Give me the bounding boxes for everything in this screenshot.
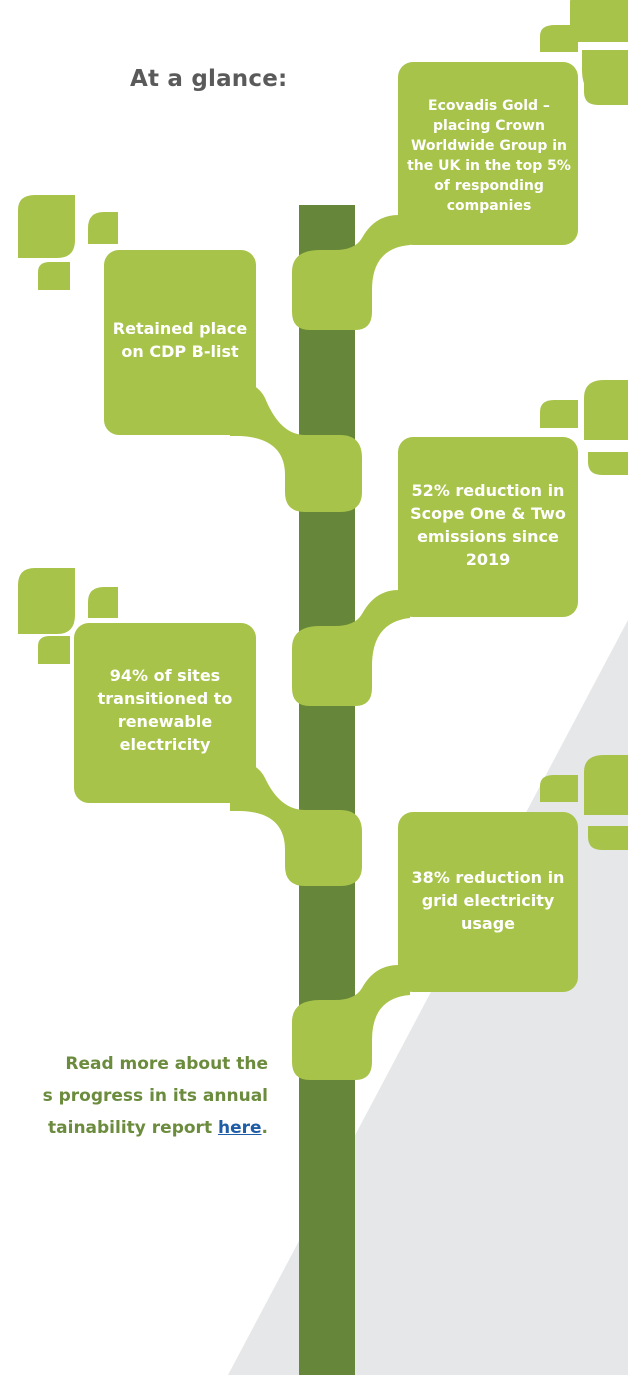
milestone-card-2-bg xyxy=(104,250,256,435)
milestone-text: 94% of sites transitioned to renewable e… xyxy=(97,666,233,754)
leaf-icon xyxy=(584,755,628,815)
milestone-card-1: Ecovadis Gold – placing Crown Worldwide … xyxy=(406,68,572,244)
leaf-icon xyxy=(88,587,118,618)
branch-connector xyxy=(292,590,410,706)
background-shape xyxy=(228,620,628,1375)
footer-note: Read more about the s progress in its an… xyxy=(43,1048,268,1144)
leaf-icon xyxy=(584,80,628,105)
milestone-card-1-bg xyxy=(398,62,578,245)
footer-line-text: tainability report xyxy=(48,1118,218,1138)
leaf-icon xyxy=(540,400,578,428)
milestone-card-4: 94% of sites transitioned to renewable e… xyxy=(82,660,248,760)
leaf-icon xyxy=(588,826,628,850)
report-link[interactable]: here xyxy=(217,1118,262,1138)
branch-connector xyxy=(292,215,410,330)
milestone-card-3: 52% reduction in Scope One & Two emissio… xyxy=(404,470,572,580)
milestone-text: Ecovadis Gold – placing Crown Worldwide … xyxy=(407,98,571,214)
milestone-text: 52% reduction in Scope One & Two emissio… xyxy=(410,481,566,569)
leaves-group xyxy=(18,0,628,1080)
leaf-icon xyxy=(584,380,628,440)
footer-line: s progress in its annual xyxy=(42,1086,268,1106)
leaf-icon xyxy=(88,212,118,244)
leaf-icon xyxy=(38,636,70,664)
milestone-card-4-bg xyxy=(74,623,256,803)
leaf-icon xyxy=(540,775,578,802)
branch-connector xyxy=(230,760,362,886)
leaf-icon xyxy=(18,568,75,634)
branch-connector xyxy=(230,380,362,512)
page-title: At a glance: xyxy=(130,66,288,92)
footer-line: tainability report here. xyxy=(43,1112,268,1144)
branch-connector xyxy=(292,965,410,1080)
leaf-icon xyxy=(18,195,75,258)
milestone-card-2: Retained place on CDP B-list xyxy=(108,310,252,370)
trunk xyxy=(299,205,355,1375)
milestone-card-5: 38% reduction in grid electricity usage xyxy=(406,845,570,955)
milestone-card-3-bg xyxy=(398,437,578,617)
footer-punctuation: . xyxy=(261,1118,268,1138)
leaf-icon xyxy=(540,25,578,52)
milestone-text: 38% reduction in grid electricity usage xyxy=(411,867,565,933)
milestone-card-5-bg xyxy=(398,812,578,992)
leaf-icon xyxy=(588,452,628,475)
footer-line: Read more about the xyxy=(65,1054,268,1074)
leaf-icon xyxy=(570,0,628,42)
milestone-text: Retained place on CDP B-list xyxy=(112,319,248,361)
leaf-icon xyxy=(38,262,70,290)
